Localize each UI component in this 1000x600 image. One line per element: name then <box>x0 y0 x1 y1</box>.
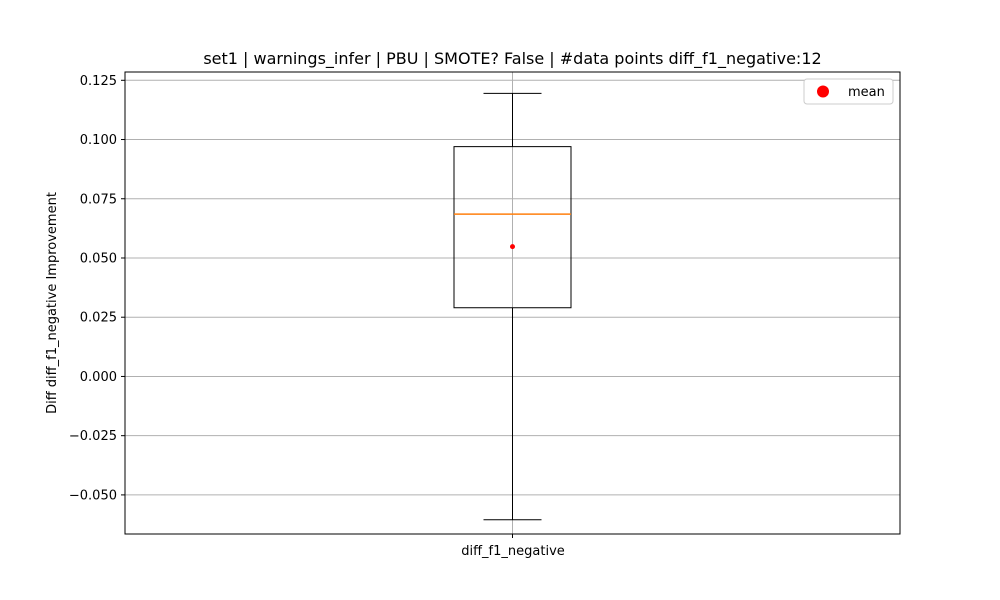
y-tick-label: 0.025 <box>80 311 117 326</box>
tick-layer: −0.050 −0.025 0.000 0.025 0.050 0.075 0.100 0.1… <box>69 74 513 538</box>
y-tick-label: 0.050 <box>80 251 117 266</box>
iqr-box <box>453 146 572 309</box>
chart-title: set1 | warnings_infer | PBU | SMOTE? Fal… <box>203 49 821 69</box>
y-tick-label: −0.025 <box>69 429 117 444</box>
legend-mean-label: mean <box>848 85 885 100</box>
y-tick-label: 0.000 <box>80 370 117 385</box>
legend-mean-marker <box>817 85 829 98</box>
box-layer <box>453 92 572 521</box>
legend-frame <box>803 78 894 105</box>
y-tick-label: 0.075 <box>80 192 117 207</box>
y-tick-label: −0.050 <box>69 488 117 503</box>
mean-marker <box>510 244 515 250</box>
y-tick-label: 0.100 <box>80 133 117 148</box>
legend: mean <box>803 78 894 105</box>
y-tick-label: 0.125 <box>80 74 117 89</box>
x-tick-label-diff-f1-negative: diff_f1_negative <box>461 544 565 559</box>
y-axis-label: Diff diff_f1_negative Improvement <box>45 192 60 414</box>
